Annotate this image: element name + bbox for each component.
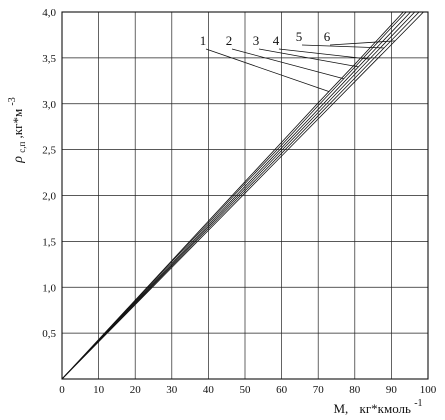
curve-leader-2 [231,48,344,80]
x-axis-title-unit: кг*кмоль [360,401,412,416]
x-axis-title-sup: -1 [414,398,422,409]
series-line-4 [62,12,416,379]
series-group [62,12,425,379]
x-tick-label-0: 0 [59,384,65,396]
curve-label-6: 6 [324,29,331,44]
series-line-5 [62,12,420,379]
x-tick-label-10: 10 [93,384,105,396]
grid [62,12,428,379]
x-tick-label-90: 90 [386,384,398,396]
y-axis-title: ρ c,п ,кг*м -3 [7,97,28,164]
curve-label-leaders [205,40,396,93]
x-tick-label-100: 100 [420,384,437,396]
y-tick-label-1: 1,0 [42,282,56,294]
curve-leader-4 [278,48,370,60]
x-axis-title-main: M, [333,401,348,416]
curve-leader-1 [205,48,330,93]
curve-leader-6 [329,40,396,46]
x-tick-label-80: 80 [349,384,361,396]
plot-frame [61,11,429,380]
y-axis-title-sup: -3 [7,97,18,105]
curve-leader-5 [301,44,385,49]
y-tick-labels: 0,5 1,0 1,5 2,0 2,5 3,0 3,5 4,0 [42,7,56,340]
curve-label-3: 3 [253,33,260,48]
y-axis-title-sub: c,п [17,142,27,153]
curve-label-1: 1 [200,33,207,48]
series-line-3 [62,12,412,379]
y-tick-label-2: 1,5 [42,236,56,248]
x-tick-label-40: 40 [203,384,215,396]
x-tick-label-70: 70 [313,384,325,396]
y-axis-title-unit: ,кг*м [10,109,25,139]
y-axis-title-symbol: ρ [11,156,26,164]
series-line-6 [62,12,425,379]
y-tick-label-0: 0,5 [42,328,56,340]
y-tick-label-3: 2,0 [42,191,56,203]
curve-leader-3 [258,48,359,68]
y-tick-label-5: 3,0 [42,99,56,111]
curve-label-2: 2 [226,33,233,48]
x-tick-label-30: 30 [166,384,178,396]
curve-label-4: 4 [273,33,280,48]
x-tick-labels: 0 10 20 30 40 50 60 70 80 90 100 [59,384,437,396]
series-line-1 [62,12,404,379]
x-tick-label-50: 50 [240,384,252,396]
y-tick-label-7: 4,0 [42,7,56,19]
y-tick-label-6: 3,5 [42,53,56,65]
y-tick-label-4: 2,5 [42,145,56,157]
x-tick-label-60: 60 [276,384,288,396]
x-axis-title: M, кг*кмоль -1 [333,398,422,416]
curve-label-5: 5 [296,29,303,44]
x-tick-label-20: 20 [130,384,142,396]
series-line-2 [62,12,407,379]
